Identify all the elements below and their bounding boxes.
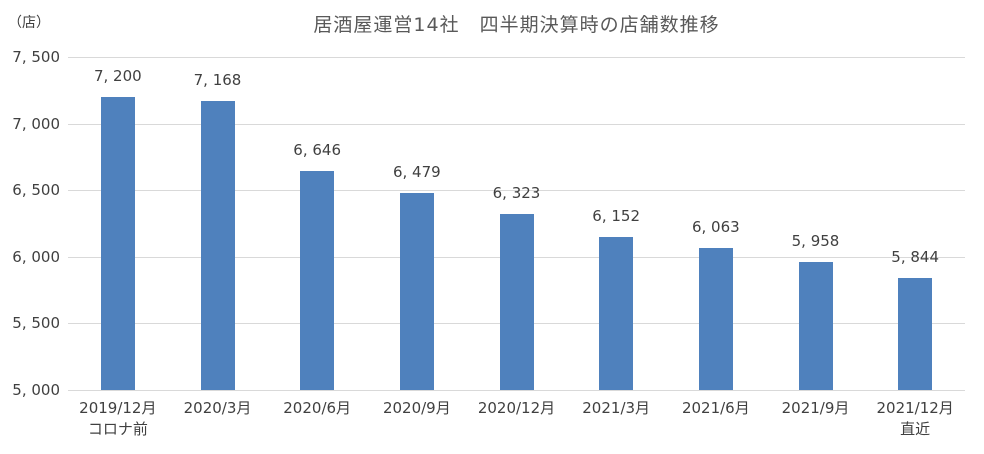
x-tick-label-line2: 直近 bbox=[900, 420, 931, 438]
bar bbox=[300, 170, 335, 390]
y-tick-label: 7, 500 bbox=[12, 48, 60, 66]
bar-value-label: 7, 200 bbox=[93, 66, 142, 85]
x-tick-label: 2021/12月 直近 bbox=[860, 398, 970, 440]
y-tick-label: 5, 000 bbox=[12, 381, 60, 399]
bar bbox=[200, 101, 235, 390]
x-tick-label: 2021/9月 bbox=[781, 399, 850, 417]
x-tick-label: 2019/12月 コロナ前 bbox=[63, 398, 173, 440]
y-tick-label: 5, 500 bbox=[12, 314, 60, 333]
bar-value-label: 5, 844 bbox=[891, 247, 940, 266]
y-tick-label: 6, 000 bbox=[12, 247, 60, 266]
y-tick-label: 7, 000 bbox=[12, 114, 60, 133]
gridline bbox=[68, 190, 965, 192]
bar bbox=[399, 192, 434, 390]
x-tick-label: 2020/6月 bbox=[283, 399, 352, 417]
bar-value-label: 6, 479 bbox=[392, 162, 441, 181]
bar bbox=[898, 277, 933, 390]
gridline bbox=[68, 123, 965, 125]
bar bbox=[599, 236, 634, 390]
chart-title: 居酒屋運営14社 四半期決算時の店舗数推移 bbox=[313, 14, 720, 36]
x-tick-label: 2021/6月 bbox=[681, 399, 750, 417]
x-tick-label: 2021/3月 bbox=[582, 399, 651, 417]
bar bbox=[698, 248, 733, 390]
bar-value-label: 7, 168 bbox=[193, 71, 242, 90]
x-tick-label: 2020/9月 bbox=[382, 399, 451, 417]
x-tick-label: 2020/3月 bbox=[183, 399, 252, 417]
y-tick-label: 6, 500 bbox=[12, 181, 60, 200]
bar bbox=[798, 262, 833, 390]
bar-value-label: 6, 152 bbox=[592, 206, 641, 225]
gridline bbox=[68, 390, 965, 391]
x-tick-label: 2020/12月 bbox=[477, 399, 556, 417]
x-tick-label-line2: コロナ前 bbox=[87, 420, 148, 438]
bar bbox=[100, 96, 135, 390]
bar-value-label: 6, 323 bbox=[492, 183, 541, 202]
gridline bbox=[68, 57, 965, 58]
bar bbox=[499, 213, 534, 390]
bar-value-label: 6, 063 bbox=[691, 218, 740, 237]
y-axis-unit-label: （店） bbox=[8, 15, 50, 31]
bar-value-label: 5, 958 bbox=[791, 232, 840, 251]
bar-value-label: 6, 646 bbox=[293, 140, 342, 159]
